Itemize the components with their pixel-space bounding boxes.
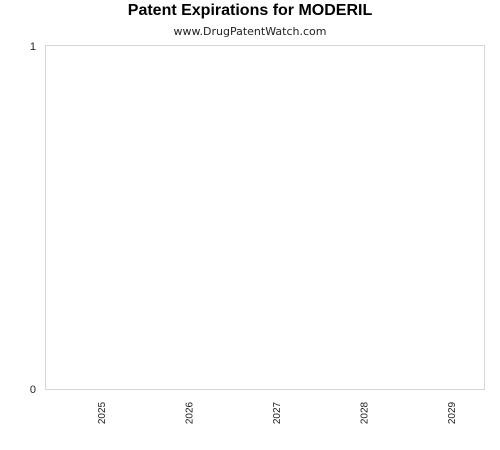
x-tick-label: 2029 (447, 401, 458, 424)
chart-title: Patent Expirations for MODERIL (127, 2, 373, 19)
x-tick-label: 2025 (97, 401, 108, 424)
chart-subtitle: www.DrugPatentWatch.com (173, 25, 327, 38)
x-tick-label: 2026 (184, 401, 195, 424)
y-axis-ticks: 01 (30, 41, 36, 396)
y-tick-label: 1 (30, 41, 36, 53)
x-axis-ticks: 2025 2026 2027 2028 2029 (97, 401, 458, 424)
y-tick-label: 0 (30, 384, 36, 396)
x-tick-label: 2027 (272, 401, 283, 424)
plot-area (45, 45, 485, 390)
x-tick-label: 2028 (360, 401, 371, 424)
